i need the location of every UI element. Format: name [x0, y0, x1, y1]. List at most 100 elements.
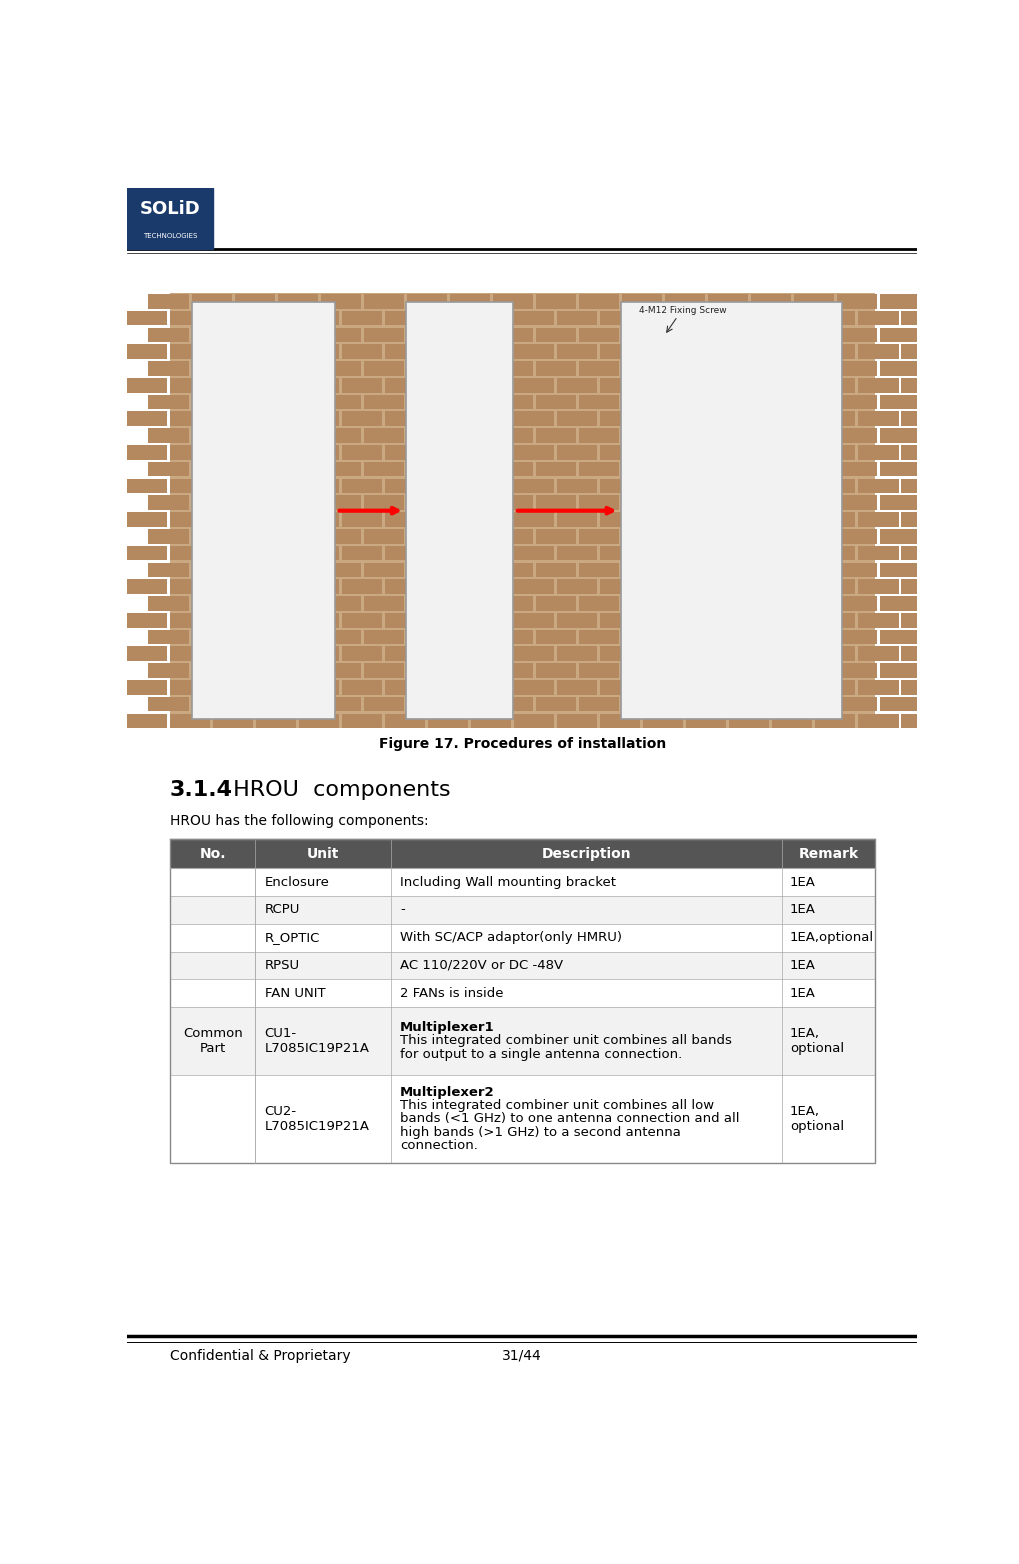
Bar: [149, 461, 189, 477]
Bar: [579, 461, 619, 477]
Bar: [492, 461, 533, 477]
Bar: [364, 394, 404, 410]
Bar: [837, 361, 877, 375]
Bar: [407, 563, 447, 577]
Bar: [170, 868, 875, 896]
Bar: [751, 429, 791, 443]
Bar: [364, 361, 404, 375]
Bar: [342, 579, 382, 594]
Bar: [277, 327, 318, 343]
Bar: [622, 563, 662, 577]
Bar: [686, 713, 727, 729]
Bar: [192, 302, 335, 719]
Bar: [385, 378, 425, 393]
Bar: [192, 563, 231, 577]
Bar: [192, 596, 231, 610]
Text: Unit: Unit: [307, 846, 339, 860]
Bar: [643, 479, 684, 493]
Bar: [879, 361, 920, 375]
Bar: [342, 546, 382, 560]
Bar: [536, 663, 576, 677]
Bar: [515, 479, 554, 493]
Bar: [730, 344, 769, 358]
Bar: [622, 294, 662, 308]
Bar: [837, 630, 877, 644]
Text: SOLiD: SOLiD: [140, 200, 201, 219]
Bar: [901, 411, 942, 425]
Bar: [901, 579, 942, 594]
Bar: [579, 394, 619, 410]
Bar: [707, 529, 748, 544]
Bar: [923, 361, 963, 375]
Bar: [170, 896, 875, 924]
Bar: [256, 579, 297, 594]
Bar: [407, 394, 447, 410]
Bar: [192, 663, 231, 677]
Bar: [622, 496, 662, 510]
Bar: [407, 496, 447, 510]
Bar: [192, 294, 231, 308]
Bar: [600, 546, 640, 560]
Bar: [213, 579, 254, 594]
Text: Figure 17. Procedures of installation: Figure 17. Procedures of installation: [379, 737, 665, 751]
Bar: [707, 698, 748, 712]
Bar: [923, 563, 963, 577]
Bar: [321, 361, 361, 375]
Bar: [815, 546, 856, 560]
Bar: [170, 1074, 875, 1164]
Bar: [772, 411, 812, 425]
Bar: [966, 394, 1006, 410]
Bar: [600, 311, 640, 325]
Bar: [213, 479, 254, 493]
Bar: [299, 613, 339, 627]
Bar: [149, 327, 189, 343]
Bar: [643, 680, 684, 694]
Bar: [1009, 361, 1019, 375]
Bar: [686, 311, 727, 325]
Bar: [492, 663, 533, 677]
Bar: [622, 429, 662, 443]
Bar: [858, 546, 899, 560]
Bar: [730, 579, 769, 594]
Bar: [428, 546, 469, 560]
Bar: [945, 511, 984, 527]
Bar: [966, 429, 1006, 443]
Bar: [579, 496, 619, 510]
Bar: [966, 663, 1006, 677]
Bar: [407, 529, 447, 544]
Bar: [945, 680, 984, 694]
Bar: [213, 411, 254, 425]
Bar: [385, 411, 425, 425]
Bar: [751, 361, 791, 375]
Bar: [579, 429, 619, 443]
Bar: [879, 294, 920, 308]
Bar: [536, 361, 576, 375]
Bar: [492, 630, 533, 644]
Bar: [751, 496, 791, 510]
Bar: [321, 294, 361, 308]
Bar: [837, 327, 877, 343]
Bar: [794, 496, 834, 510]
Bar: [901, 511, 942, 527]
Bar: [1009, 529, 1019, 544]
Bar: [879, 698, 920, 712]
Bar: [170, 411, 210, 425]
Bar: [923, 327, 963, 343]
Bar: [707, 461, 748, 477]
Bar: [686, 344, 727, 358]
Bar: [342, 411, 382, 425]
Bar: [858, 613, 899, 627]
Bar: [794, 361, 834, 375]
Bar: [664, 529, 705, 544]
Bar: [321, 461, 361, 477]
Bar: [149, 429, 189, 443]
Bar: [901, 446, 942, 460]
Bar: [170, 680, 210, 694]
Bar: [643, 613, 684, 627]
Text: 3.1.4: 3.1.4: [170, 780, 233, 799]
Bar: [600, 579, 640, 594]
Bar: [945, 344, 984, 358]
Bar: [449, 294, 490, 308]
Bar: [987, 344, 1019, 358]
Bar: [600, 680, 640, 694]
